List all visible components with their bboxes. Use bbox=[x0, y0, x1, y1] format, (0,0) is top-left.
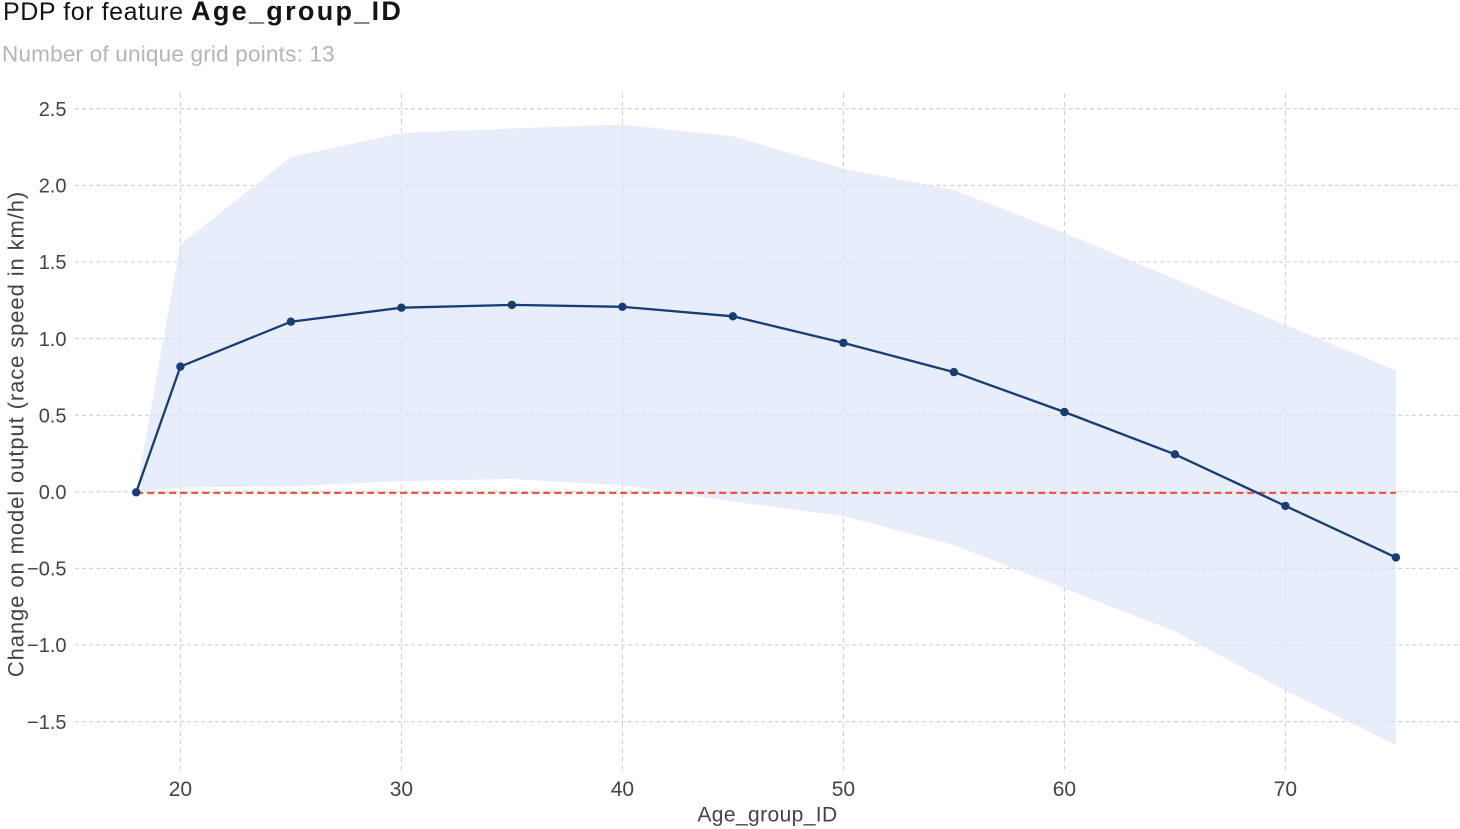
svg-text:30: 30 bbox=[390, 778, 413, 801]
svg-text:−0.5: −0.5 bbox=[27, 559, 66, 581]
svg-text:1.5: 1.5 bbox=[39, 252, 67, 274]
svg-text:PDP for feature Age_group_ID: PDP for feature Age_group_ID bbox=[3, 0, 403, 26]
svg-text:0.0: 0.0 bbox=[39, 482, 67, 504]
svg-text:2.5: 2.5 bbox=[39, 99, 67, 121]
svg-text:Age_group_ID: Age_group_ID bbox=[697, 804, 837, 827]
svg-text:Number of unique grid points:: Number of unique grid points: 13 bbox=[2, 42, 335, 67]
svg-text:20: 20 bbox=[169, 778, 192, 801]
svg-text:40: 40 bbox=[611, 778, 634, 801]
svg-text:2.0: 2.0 bbox=[39, 176, 67, 198]
svg-text:0.5: 0.5 bbox=[39, 405, 67, 427]
svg-text:50: 50 bbox=[832, 778, 855, 801]
svg-text:60: 60 bbox=[1053, 778, 1076, 801]
svg-text:−1.0: −1.0 bbox=[27, 635, 66, 657]
svg-text:Change on model output (race s: Change on model output (race speed in km… bbox=[3, 191, 28, 677]
svg-text:1.0: 1.0 bbox=[39, 329, 67, 351]
svg-text:70: 70 bbox=[1274, 778, 1297, 801]
svg-text:−1.5: −1.5 bbox=[27, 712, 66, 734]
